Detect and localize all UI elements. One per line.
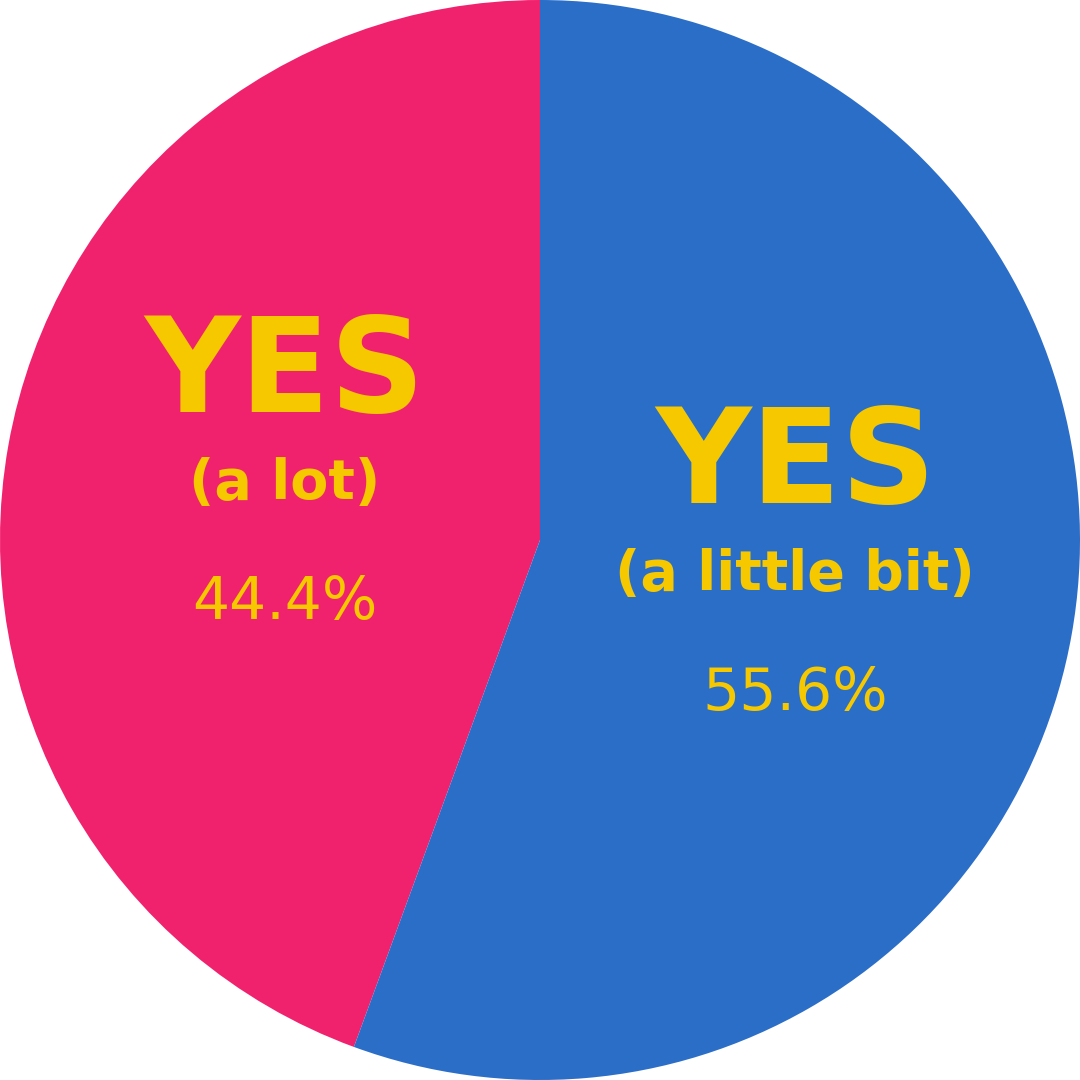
Text: YES: YES: [654, 403, 935, 530]
Text: YES: YES: [145, 312, 426, 440]
Text: (a little bit): (a little bit): [616, 548, 975, 602]
Wedge shape: [0, 0, 540, 1047]
Wedge shape: [354, 0, 1080, 1080]
Text: 44.4%: 44.4%: [192, 575, 378, 631]
Text: (a lot): (a lot): [189, 457, 380, 511]
Text: 55.6%: 55.6%: [702, 665, 888, 721]
